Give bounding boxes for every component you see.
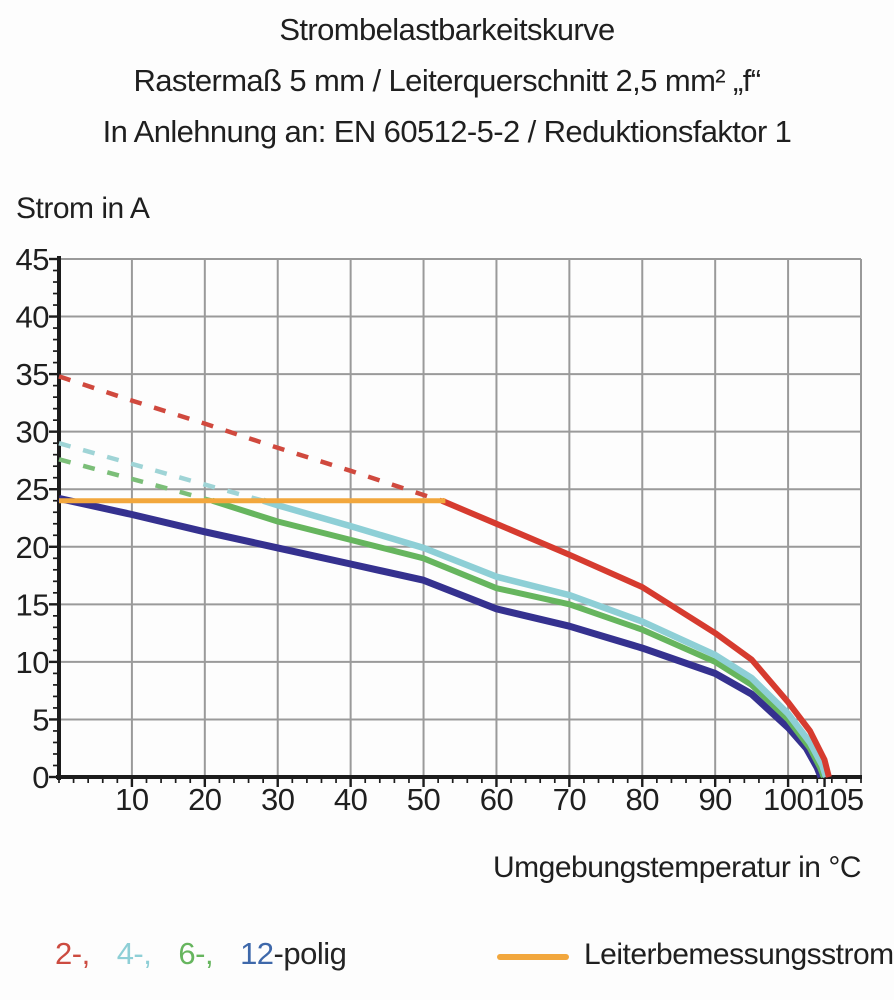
y-tick-label: 25	[16, 472, 49, 507]
y-tick-label: 30	[16, 415, 50, 450]
x-tick-label: 50	[407, 782, 441, 817]
curve-6-polig-extrapolated	[58, 457, 213, 503]
curve-2-polig-extrapolated	[58, 374, 443, 503]
y-tick-label: 45	[16, 242, 49, 277]
chart-title-line1: Strombelastbarkeitskurve	[279, 12, 615, 47]
y-tick-label: 40	[16, 300, 50, 335]
curve-12-polig	[58, 494, 825, 779]
x-tick-label: 105	[813, 782, 863, 817]
x-tick-label: 40	[334, 782, 368, 817]
y-tick-label: 0	[32, 760, 49, 795]
x-tick-label: 60	[480, 782, 514, 817]
legend-pole-suffix: -polig	[273, 936, 347, 971]
x-tick-label: 70	[553, 782, 587, 817]
y-tick-label: 15	[16, 587, 49, 622]
legend-pole-item: 12	[240, 936, 274, 971]
rated-current-line-swatch	[497, 954, 569, 960]
x-tick-label: 80	[626, 782, 660, 817]
pole-count-legend: 2-, 4-, 6-, 12 -polig	[55, 936, 347, 972]
x-tick-label: 30	[261, 782, 295, 817]
y-tick-label: 10	[16, 645, 50, 680]
curve-4-polig-extrapolated	[58, 441, 264, 503]
x-tick-label: 20	[188, 782, 222, 817]
curve-2-polig	[440, 497, 832, 778]
x-tick-label: 10	[115, 782, 149, 817]
chart-title-line3: In Anlehnung an: EN 60512-5-2 / Reduktio…	[102, 114, 792, 149]
curve-6-polig	[211, 497, 827, 779]
rated-current-legend-label: Leiterbemessungsstrom	[584, 938, 894, 971]
curve-4-polig	[262, 497, 830, 778]
chart-title-block: Strombelastbarkeitskurve Rastermaß 5 mm …	[0, 4, 894, 157]
x-tick-label: 90	[698, 782, 732, 817]
chart-title-line2: Rastermaß 5 mm / Leiterquerschnitt 2,5 m…	[133, 63, 761, 98]
legend-pole-item: 2-,	[55, 936, 90, 971]
legend-pole-item: 6-,	[178, 936, 214, 971]
x-tick-label: 100	[763, 782, 813, 817]
y-tick-label: 20	[16, 530, 50, 565]
legend-pole-item: 4-,	[116, 936, 152, 971]
y-tick-label: 5	[32, 702, 49, 737]
y-tick-label: 35	[16, 357, 49, 392]
x-axis-title: Umgebungstemperatur in °C	[492, 851, 862, 884]
y-axis-title: Strom in A	[16, 192, 150, 225]
